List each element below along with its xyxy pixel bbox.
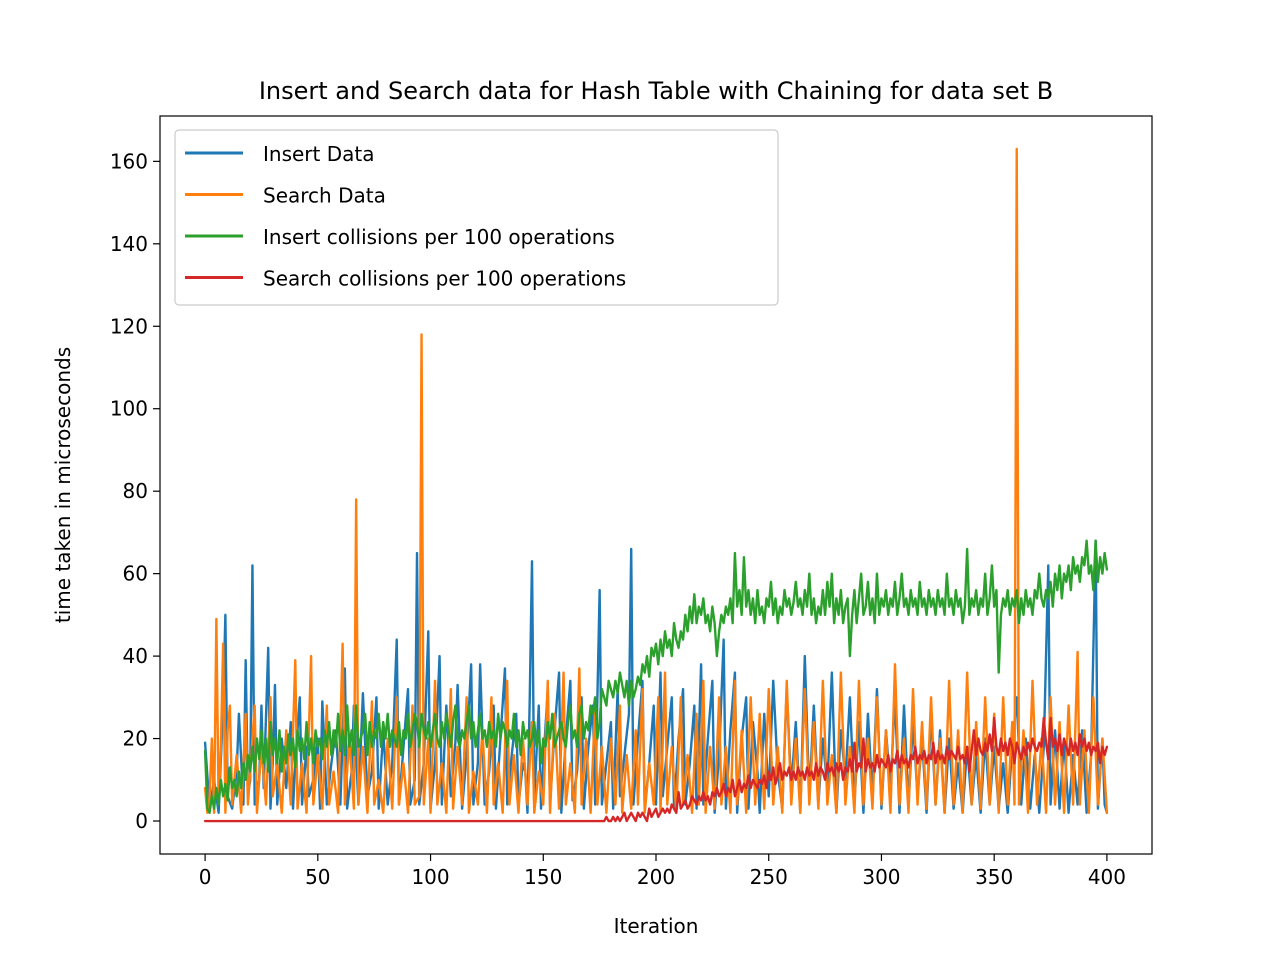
x-tick-label: 400 <box>1088 865 1126 889</box>
y-tick-label: 80 <box>123 479 148 503</box>
y-tick-label: 100 <box>110 397 148 421</box>
y-tick-label: 0 <box>135 809 148 833</box>
series-layer <box>203 147 1109 823</box>
legend-label: Insert collisions per 100 operations <box>263 225 615 249</box>
y-tick-label: 40 <box>123 644 148 668</box>
legend-label: Search collisions per 100 operations <box>263 267 626 291</box>
y-tick-label: 20 <box>123 727 148 751</box>
x-tick-label: 300 <box>862 865 900 889</box>
chart-title: Insert and Search data for Hash Table wi… <box>259 77 1053 105</box>
y-tick-label: 140 <box>110 232 148 256</box>
x-axis-label: Iteration <box>614 914 699 938</box>
legend-box <box>174 129 779 306</box>
y-axis-label: time taken in microseconds <box>51 347 75 623</box>
x-tick-label: 250 <box>750 865 788 889</box>
y-tick-label: 120 <box>110 314 148 338</box>
y-tick-label: 60 <box>123 562 148 586</box>
y-tick-label: 160 <box>110 149 148 173</box>
legend-label: Insert Data <box>263 142 374 166</box>
x-tick-label: 100 <box>411 865 449 889</box>
series-line-4 <box>203 716 1109 823</box>
series-line-2 <box>203 147 1109 814</box>
legend: Insert Data Search Data Insert collisions … <box>174 129 779 306</box>
series-line-3 <box>203 539 1109 814</box>
y-axis: 0 20 40 60 80 100 120 140 160 <box>110 149 160 833</box>
x-tick-label: 150 <box>524 865 562 889</box>
x-tick-label: 200 <box>637 865 675 889</box>
x-tick-label: 350 <box>975 865 1013 889</box>
legend-label: Search Data <box>263 184 386 208</box>
x-axis: 0 50 100 150 200 250 300 350 400 <box>199 854 1126 889</box>
x-tick-label: 0 <box>199 865 212 889</box>
x-tick-label: 50 <box>305 865 330 889</box>
